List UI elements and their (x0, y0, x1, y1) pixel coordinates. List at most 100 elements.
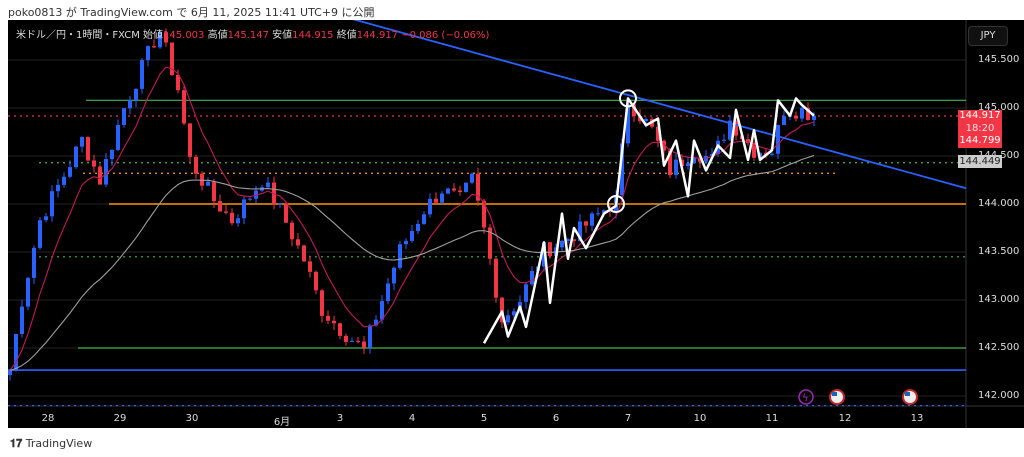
candle-body (674, 159, 678, 176)
candle-body (236, 218, 240, 224)
candle-body (182, 90, 186, 124)
flag-canton (905, 392, 910, 396)
change-value: −0.086 (−0.06%) (401, 30, 490, 41)
y-tick-label: 143.000 (978, 294, 1020, 305)
candle-body (686, 163, 690, 167)
candle-body (470, 173, 474, 183)
candle-body (194, 156, 198, 174)
candle-body (380, 301, 384, 320)
candle-body (200, 173, 204, 186)
brand-text: TradingView (25, 437, 93, 450)
x-tick-label: 11 (765, 413, 779, 424)
close-value: 144.917 (356, 30, 399, 41)
candle-body (158, 32, 162, 48)
lightning-glyph: ϟ (802, 393, 809, 404)
candle-body (98, 166, 102, 185)
candle-body (482, 200, 486, 228)
candle-body (398, 244, 402, 268)
candle-body (308, 261, 312, 272)
highlight-circle (607, 195, 625, 213)
candle-body (386, 283, 390, 302)
candle-body (86, 136, 90, 161)
candle-body (302, 245, 306, 262)
candle-body (746, 139, 750, 144)
candle-body (422, 214, 426, 224)
candle-body (590, 213, 594, 226)
candle-body (806, 107, 810, 120)
last-price: 144.917 (959, 110, 1001, 121)
candle-body (146, 46, 150, 61)
candle-body (794, 115, 798, 119)
candle-body (770, 153, 774, 155)
candle-body (626, 104, 630, 144)
y-tick-label: 145.000 (978, 102, 1020, 113)
high-value: 145.147 (227, 30, 269, 41)
candle-body (170, 42, 174, 75)
x-tick-label: 3 (336, 413, 344, 424)
candle-body (206, 181, 210, 186)
candle-body (656, 126, 660, 141)
y-tick-label: 144.000 (978, 198, 1020, 209)
candle-body (452, 188, 456, 191)
chart-frame[interactable]: ϟ (8, 20, 1024, 428)
candle-body (446, 188, 450, 194)
candle-body (638, 115, 642, 122)
candle-body (338, 323, 342, 336)
candle-body (782, 116, 786, 126)
candle-body (122, 108, 126, 125)
drawn-path (482, 97, 815, 344)
candle-body (584, 221, 588, 226)
candle-body (134, 88, 138, 101)
candle-body (668, 150, 672, 176)
candle-body (602, 210, 606, 214)
candle-body (350, 340, 354, 342)
x-tick-label: 10 (693, 413, 707, 424)
candle-body (494, 258, 498, 298)
candle-body (362, 341, 366, 348)
chart-canvas[interactable]: ϟ (8, 20, 1024, 428)
candle-body (704, 155, 708, 162)
currency-button[interactable]: JPY (968, 26, 1008, 46)
candle-body (512, 311, 516, 316)
candle-body (128, 100, 132, 109)
x-tick-label: 30 (185, 413, 199, 424)
candle-body (368, 325, 372, 348)
symbol-title[interactable]: 米ドル／円・1時間・FXCM (16, 30, 140, 41)
candle-body (278, 203, 282, 205)
candle-body (314, 271, 318, 291)
candle-body (248, 198, 252, 200)
candle-body (464, 182, 468, 193)
low-label: 安値 (272, 30, 293, 41)
x-tick-label: 6月 (273, 417, 291, 428)
candle-body (440, 193, 444, 203)
candle-body (578, 221, 582, 242)
candle-body (266, 182, 270, 188)
candle-body (500, 297, 504, 323)
candle-body (320, 290, 324, 316)
y-tick-label: 142.500 (978, 342, 1020, 353)
x-tick-label: 12 (838, 413, 852, 424)
candle-body (116, 124, 120, 150)
candle-body (44, 216, 48, 221)
candle-body (596, 213, 600, 215)
x-tick-label: 5 (480, 413, 488, 424)
candle-body (224, 211, 228, 213)
symbol-legend: 米ドル／円・1時間・FXCM 始値145.003 高値145.147 安値144… (16, 26, 489, 41)
open-label: 始値 (143, 30, 164, 41)
candle-body (104, 159, 108, 185)
candle-body (434, 198, 438, 203)
x-tick-label: 13 (910, 413, 924, 424)
candle-body (566, 239, 570, 241)
y-tick-label: 143.500 (978, 246, 1020, 257)
candle-body (812, 115, 816, 120)
candle-body (8, 370, 12, 376)
candle-body (176, 74, 180, 91)
publish-info: poko0813 が TradingView.com で 6月 11, 2025… (8, 6, 375, 19)
candle-body (344, 335, 348, 342)
candle-body (188, 123, 192, 157)
candle-body (218, 201, 222, 212)
tradingview-brand[interactable]: 𝟏𝟕 TradingView (10, 437, 92, 451)
ma-short-value: 144.799 (959, 135, 1001, 146)
candle-body (572, 239, 576, 242)
candle-body (290, 222, 294, 240)
